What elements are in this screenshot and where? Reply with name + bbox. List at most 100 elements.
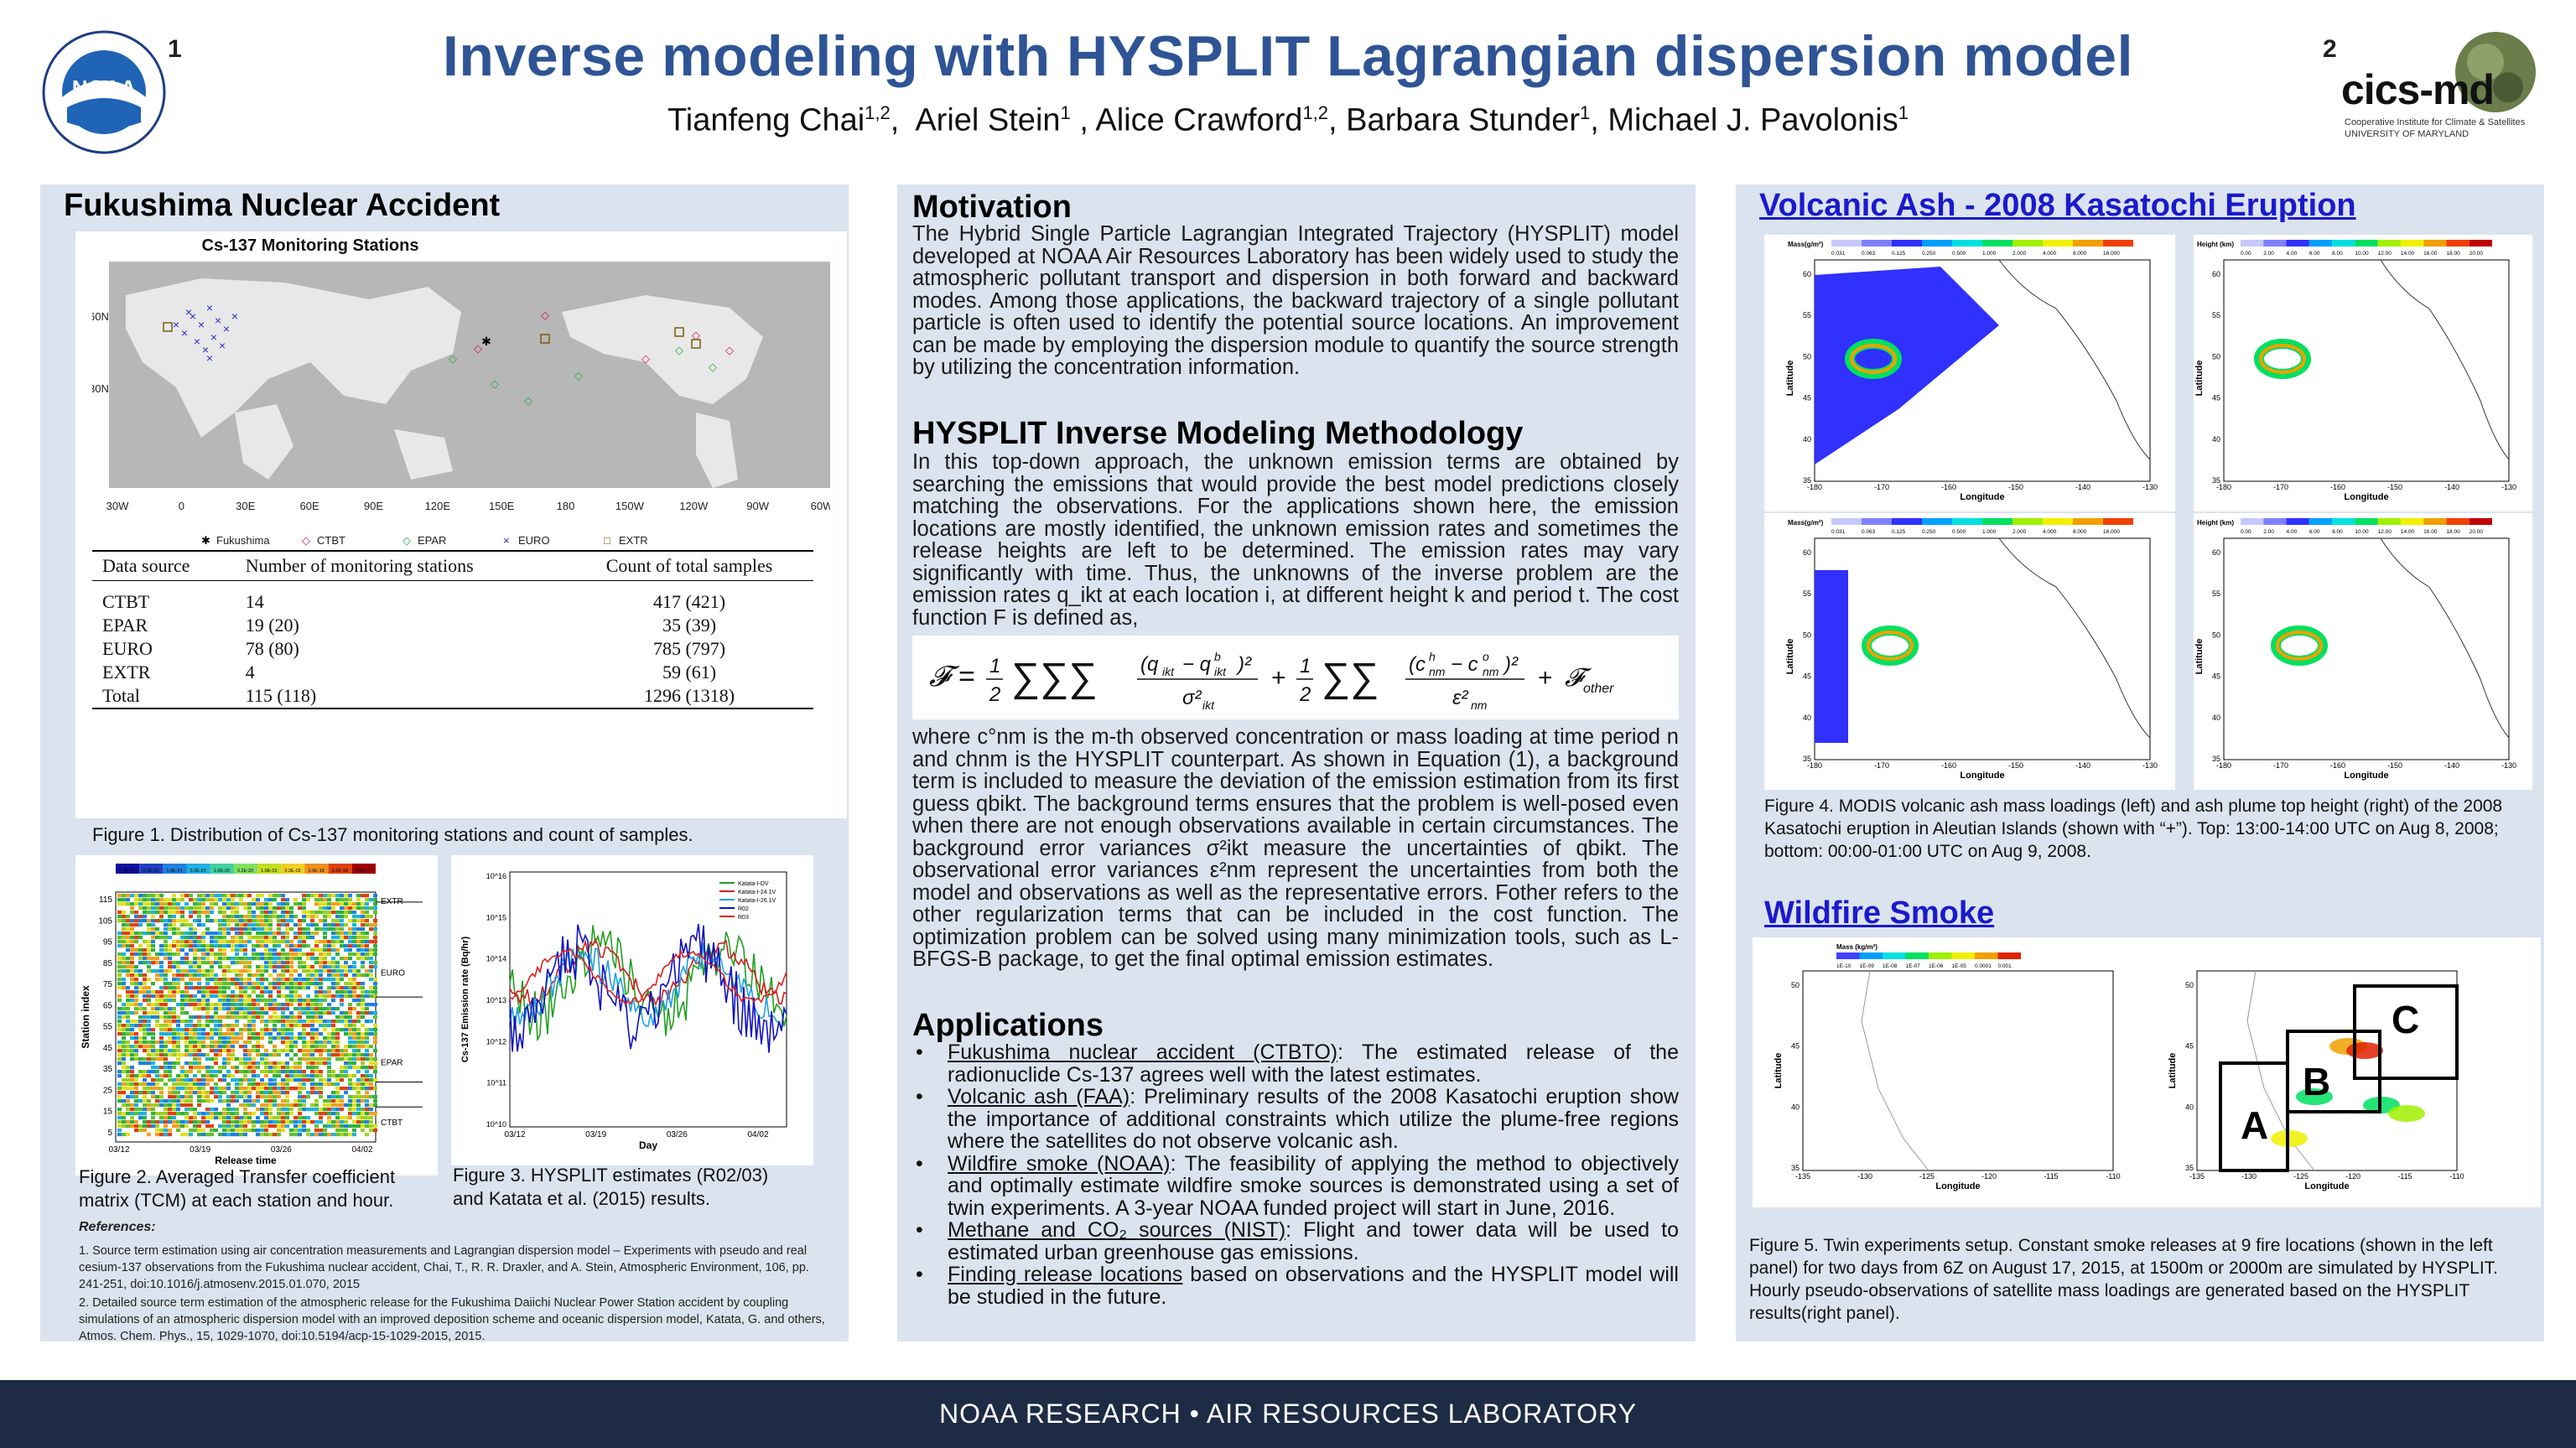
heatmap-cell: [231, 1036, 235, 1041]
heatmap-cell: [256, 1129, 260, 1133]
satellite-swath: [1815, 267, 1999, 465]
table-cell: 115 (118): [235, 684, 566, 709]
heatmap-cell: [298, 923, 302, 927]
heatmap-cell: [331, 982, 335, 986]
heatmap-cell: [193, 902, 197, 906]
heatmap-cell: [134, 1112, 138, 1116]
application-link[interactable]: Finding release locations: [948, 1263, 1183, 1286]
heatmap-cell: [340, 923, 344, 927]
heatmap-cell: [231, 957, 235, 961]
heatmap-cell: [369, 1108, 373, 1112]
heatmap-cell: [340, 1124, 344, 1129]
heatmap-cell: [147, 906, 151, 911]
heatmap-cell: [348, 948, 352, 952]
heatmap-cell: [302, 906, 306, 911]
heatmap-cell: [268, 898, 273, 902]
heatmap-cell: [184, 906, 189, 911]
heatmap-cell: [218, 927, 222, 932]
heatmap-cell: [356, 915, 361, 919]
heatmap-cell: [361, 1120, 365, 1124]
lat-tick: 35: [2212, 476, 2220, 485]
heatmap-cell: [331, 994, 335, 999]
application-link[interactable]: Fukushima nuclear accident (CTBTO): [948, 1041, 1338, 1064]
xtick-label: 03/19: [585, 1130, 606, 1139]
heatmap-cell: [323, 1011, 327, 1015]
heatmap-cell: [222, 1074, 226, 1078]
heatmap-cell: [340, 957, 344, 961]
heatmap-cell: [281, 1120, 285, 1124]
application-link[interactable]: Methane and CO₂ sources (NIST): [948, 1218, 1286, 1242]
heatmap-cell: [205, 978, 210, 982]
heatmap-cell: [268, 1108, 273, 1112]
heatmap-cell: [260, 973, 264, 978]
heatmap-cell: [130, 1066, 134, 1070]
heatmap-cell: [314, 932, 319, 936]
heatmap-cell: [323, 1133, 327, 1137]
heatmap-cell: [205, 1116, 210, 1120]
heatmap-cell: [134, 973, 138, 978]
scale-swatch: [2377, 240, 2401, 247]
heatmap-cell: [260, 1045, 264, 1049]
heatmap-cell: [226, 1129, 231, 1133]
heatmap-cell: [231, 1129, 235, 1133]
scale-value: 10.00: [2355, 529, 2369, 535]
heatmap-cell: [222, 999, 226, 1003]
lat-tick: 40: [2185, 1103, 2194, 1111]
heatmap-cell: [164, 919, 168, 923]
heatmap-cell: [344, 923, 348, 927]
heatmap-cell: [184, 1045, 189, 1049]
heatmap-cell: [277, 1020, 281, 1024]
heatmap-cell: [122, 1007, 126, 1011]
heatmap-cell: [289, 948, 293, 952]
heatmap-cell: [143, 948, 147, 952]
scale-value: 0.00: [2241, 251, 2251, 257]
heatmap-cell: [302, 1007, 306, 1011]
application-text: : Flight and tower data will be used to …: [948, 1218, 1679, 1264]
heatmap-cell: [365, 1032, 369, 1036]
heatmap-cell: [348, 1095, 352, 1099]
application-link[interactable]: Volcanic ash (FAA): [948, 1085, 1130, 1108]
heatmap-cell: [117, 1024, 122, 1028]
volcanic-ash-title[interactable]: Volcanic Ash - 2008 Kasatochi Eruption: [1759, 188, 2356, 223]
lon-label: 150W: [615, 500, 645, 512]
heatmap-cell: [197, 1036, 201, 1041]
heatmap-cell: [340, 1078, 344, 1082]
heatmap-cell: [361, 1129, 365, 1133]
heatmap-cell: [138, 1070, 143, 1074]
heatmap-cell: [331, 906, 335, 911]
heatmap-cell: [222, 1099, 226, 1103]
heatmap-cell: [327, 1049, 331, 1053]
heatmap-cell: [222, 1087, 226, 1091]
heatmap-cell: [172, 1015, 176, 1020]
heatmap-cell: [264, 1007, 268, 1011]
application-link[interactable]: Wildfire smoke (NOAA): [948, 1151, 1171, 1176]
heatmap-cell: [281, 1041, 285, 1045]
scale-value: 14.00: [2401, 251, 2415, 257]
heatmap-cell: [138, 1007, 143, 1011]
heatmap-cell: [344, 944, 348, 948]
heatmap-cell: [268, 982, 273, 986]
heatmap-cell: [323, 990, 327, 994]
heatmap-cell: [239, 982, 243, 986]
svg-text:− q: − q: [1182, 653, 1212, 676]
heatmap-cell: [176, 1091, 180, 1095]
table-cell: 14: [245, 591, 264, 612]
wildfire-smoke-title[interactable]: Wildfire Smoke: [1764, 895, 1995, 931]
heatmap-cell: [298, 948, 302, 952]
svg-text:)²: )²: [1235, 653, 1252, 676]
heatmap-cell: [222, 1024, 226, 1028]
heatmap-cell: [327, 969, 331, 973]
heatmap-cell: [143, 915, 147, 919]
heatmap-cell: [189, 965, 193, 969]
heatmap-cell: [176, 927, 180, 932]
heatmap-cell: [159, 1095, 164, 1099]
heatmap-cell: [231, 1120, 235, 1124]
heatmap-cell: [293, 944, 298, 948]
heatmap-cell: [302, 1003, 306, 1007]
heatmap-cell: [273, 1099, 277, 1103]
lon-tick: -135: [1795, 1172, 1810, 1181]
scale-swatch: [1951, 952, 1975, 959]
heatmap-cell: [184, 982, 189, 986]
heatmap-cell: [335, 932, 340, 936]
heatmap-cell: [306, 973, 310, 978]
